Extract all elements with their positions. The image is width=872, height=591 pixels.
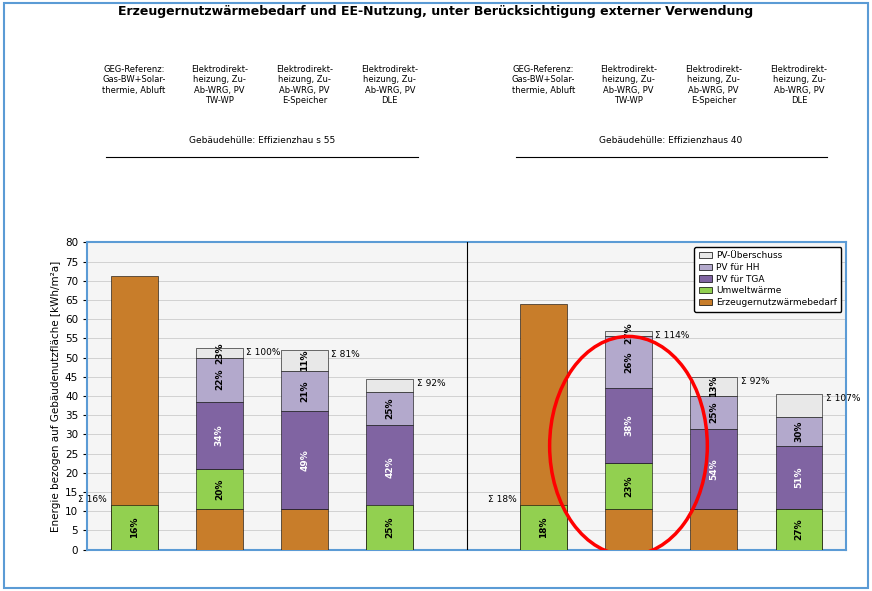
Text: Elektrodirekt-
heizung, Zu-
Ab-WRG, PV
E-Speicher: Elektrodirekt- heizung, Zu- Ab-WRG, PV E… — [685, 65, 742, 105]
Text: Σ 81%: Σ 81% — [331, 350, 360, 359]
Bar — [366, 392, 413, 425]
Bar — [281, 411, 328, 509]
Bar — [605, 463, 652, 509]
Text: 20%: 20% — [215, 479, 224, 500]
Text: GEG-Referenz:
Gas-BW+Solar-
thermie, Abluft: GEG-Referenz: Gas-BW+Solar- thermie, Abl… — [102, 65, 166, 95]
Legend: PV-Überschuss, PV für HH, PV für TGA, Umweltwärme, Erzeugernutzwärmebedarf: PV-Überschuss, PV für HH, PV für TGA, Um… — [694, 247, 841, 311]
Bar — [691, 396, 737, 428]
Text: Erzeugernutzwärmebedarf und EE-Nutzung, unter Berücksichtigung externer Verwendu: Erzeugernutzwärmebedarf und EE-Nutzung, … — [119, 5, 753, 18]
Text: 30%: 30% — [794, 421, 803, 442]
Text: Σ 18%: Σ 18% — [487, 495, 516, 504]
Text: 13%: 13% — [709, 376, 719, 397]
Text: Gebäudehülle: Effizienzhaus 40: Gebäudehülle: Effizienzhaus 40 — [599, 136, 743, 145]
Text: Elektrodirekt-
heizung, Zu-
Ab-WRG, PV
TW-WP: Elektrodirekt- heizung, Zu- Ab-WRG, PV T… — [600, 65, 657, 105]
Text: Elektrodirekt-
heizung, Zu-
Ab-WRG, PV
DLE: Elektrodirekt- heizung, Zu- Ab-WRG, PV D… — [771, 65, 828, 105]
Text: 22%: 22% — [215, 369, 224, 391]
Bar — [775, 446, 822, 509]
Bar — [281, 350, 328, 371]
Bar — [366, 505, 413, 550]
Text: GEG-Referenz:
Gas-BW+Solar-
thermie, Abluft: GEG-Referenz: Gas-BW+Solar- thermie, Abl… — [512, 65, 575, 95]
Y-axis label: Energie bezogen auf Gebäudenutzfläche [kWh/m²a]: Energie bezogen auf Gebäudenutzfläche [k… — [51, 261, 61, 531]
Bar — [366, 509, 413, 550]
Text: 11%: 11% — [300, 350, 309, 371]
Bar — [691, 428, 737, 509]
Bar — [605, 336, 652, 388]
Text: Elektrodirekt-
heizung, Zu-
Ab-WRG, PV
TW-WP: Elektrodirekt- heizung, Zu- Ab-WRG, PV T… — [191, 65, 248, 105]
Bar — [196, 358, 242, 402]
Text: 23%: 23% — [215, 342, 224, 363]
Text: 49%: 49% — [300, 449, 309, 471]
Bar — [520, 505, 567, 550]
Text: Σ 92%: Σ 92% — [417, 379, 446, 388]
Text: 18%: 18% — [539, 517, 548, 538]
Bar — [775, 509, 822, 550]
Bar — [691, 509, 737, 550]
Text: Gebäudehülle: Effizienzhau s 55: Gebäudehülle: Effizienzhau s 55 — [189, 136, 335, 145]
Text: Elektrodirekt-
heizung, Zu-
Ab-WRG, PV
E-Speicher: Elektrodirekt- heizung, Zu- Ab-WRG, PV E… — [276, 65, 333, 105]
Bar — [520, 304, 567, 550]
Bar — [196, 509, 242, 550]
Bar — [281, 509, 328, 550]
Text: 38%: 38% — [624, 415, 633, 437]
Text: Σ 100%: Σ 100% — [246, 348, 281, 357]
Text: 27%: 27% — [794, 519, 803, 540]
Text: 34%: 34% — [215, 424, 224, 446]
Text: 25%: 25% — [385, 517, 394, 538]
Text: 25%: 25% — [709, 401, 719, 423]
Bar — [281, 371, 328, 411]
Text: Σ 107%: Σ 107% — [826, 394, 861, 403]
Text: 51%: 51% — [794, 467, 803, 488]
Bar — [775, 417, 822, 446]
Bar — [196, 348, 242, 358]
Text: 54%: 54% — [709, 458, 719, 480]
Text: 21%: 21% — [300, 381, 309, 402]
Bar — [196, 402, 242, 469]
Text: 42%: 42% — [385, 456, 394, 478]
Bar — [605, 330, 652, 336]
Text: Σ 16%: Σ 16% — [78, 495, 107, 504]
Bar — [366, 425, 413, 509]
Text: 25%: 25% — [385, 398, 394, 419]
Bar — [775, 509, 822, 550]
Text: 26%: 26% — [624, 352, 633, 373]
Bar — [605, 509, 652, 550]
Text: Σ 92%: Σ 92% — [740, 377, 769, 386]
Bar — [605, 388, 652, 463]
Bar — [775, 394, 822, 417]
Bar — [111, 276, 158, 550]
Bar — [366, 379, 413, 392]
Text: Elektrodirekt-
heizung, Zu-
Ab-WRG, PV
DLE: Elektrodirekt- heizung, Zu- Ab-WRG, PV D… — [361, 65, 419, 105]
Text: Σ 114%: Σ 114% — [656, 331, 690, 340]
Text: 23%: 23% — [624, 476, 633, 497]
Bar — [196, 469, 242, 509]
Text: 27%: 27% — [624, 323, 633, 345]
Bar — [691, 377, 737, 396]
Text: 16%: 16% — [130, 517, 139, 538]
Bar — [111, 505, 158, 550]
